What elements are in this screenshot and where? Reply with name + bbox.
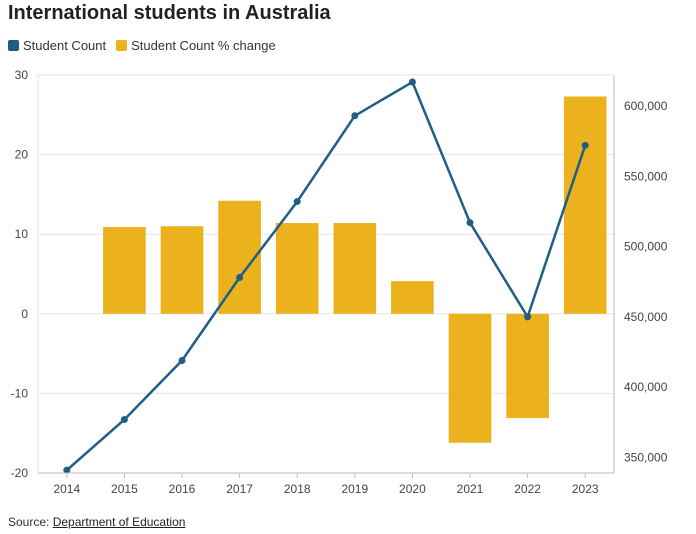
y-right-tick-label: 400,000 — [624, 380, 668, 394]
point-2021 — [466, 219, 474, 227]
y-left-tick-label: 20 — [15, 148, 29, 162]
bar-2021 — [448, 313, 492, 443]
y-left-tick-label: -20 — [11, 466, 29, 480]
point-2016 — [178, 356, 186, 364]
point-2015 — [120, 416, 128, 424]
x-tick-label: 2020 — [399, 482, 426, 496]
legend-item-student-count[interactable]: Student Count — [8, 38, 106, 53]
source-note: Source: Department of Education — [8, 515, 185, 529]
point-2018 — [293, 198, 301, 206]
bar-2016 — [160, 226, 204, 314]
x-tick-label: 2019 — [341, 482, 368, 496]
y-right-tick-label: 550,000 — [624, 169, 668, 183]
point-2023 — [581, 141, 589, 149]
point-2019 — [351, 112, 359, 120]
bar-2015 — [103, 227, 146, 314]
source-prefix: Source: — [8, 515, 53, 529]
x-tick-label: 2014 — [53, 482, 80, 496]
point-2014 — [63, 466, 71, 474]
y-right-tick-label: 600,000 — [624, 99, 668, 113]
x-tick-label: 2018 — [284, 482, 311, 496]
y-right-tick-label: 450,000 — [624, 310, 668, 324]
x-tick-label: 2015 — [111, 482, 138, 496]
line-layer — [63, 78, 589, 474]
x-tick-label: 2022 — [514, 482, 541, 496]
axis-layer: 30 20 10 0 -10 -20 600,000 550,000 500,000 450,00… — [11, 68, 668, 496]
legend-swatch-bar — [116, 40, 128, 51]
line-student-count — [65, 80, 587, 472]
y-right-tick-label: 350,000 — [624, 451, 668, 465]
bar-2019 — [333, 223, 377, 314]
bar-layer — [103, 96, 607, 443]
x-tick-label: 2017 — [226, 482, 253, 496]
y-left-tick-label: 10 — [15, 227, 29, 241]
source-link[interactable]: Department of Education — [52, 515, 186, 529]
legend-label-percent-change: Student Count % change — [131, 38, 276, 53]
bar-2018 — [275, 223, 319, 314]
point-2022 — [524, 313, 532, 321]
x-tick-label: 2023 — [572, 482, 599, 496]
y-left-tick-label: 0 — [21, 307, 28, 321]
legend-item-percent-change[interactable]: Student Count % change — [116, 38, 276, 53]
bar-2023 — [563, 96, 607, 314]
x-tick-label: 2016 — [169, 482, 196, 496]
point-2017 — [236, 274, 244, 282]
point-2020 — [408, 78, 416, 86]
legend-label-student-count: Student Count — [23, 38, 107, 53]
y-left-tick-label: -10 — [11, 386, 29, 400]
y-left-tick-label: 30 — [15, 68, 29, 82]
legend-swatch-line — [8, 40, 19, 51]
legend: Student Count Student Count % change — [8, 38, 286, 53]
chart-title: International students in Australia — [8, 2, 331, 24]
bar-2020 — [391, 281, 434, 314]
y-right-tick-label: 500,000 — [624, 240, 668, 254]
bar-2022 — [506, 313, 549, 419]
x-tick-label: 2021 — [457, 482, 484, 496]
